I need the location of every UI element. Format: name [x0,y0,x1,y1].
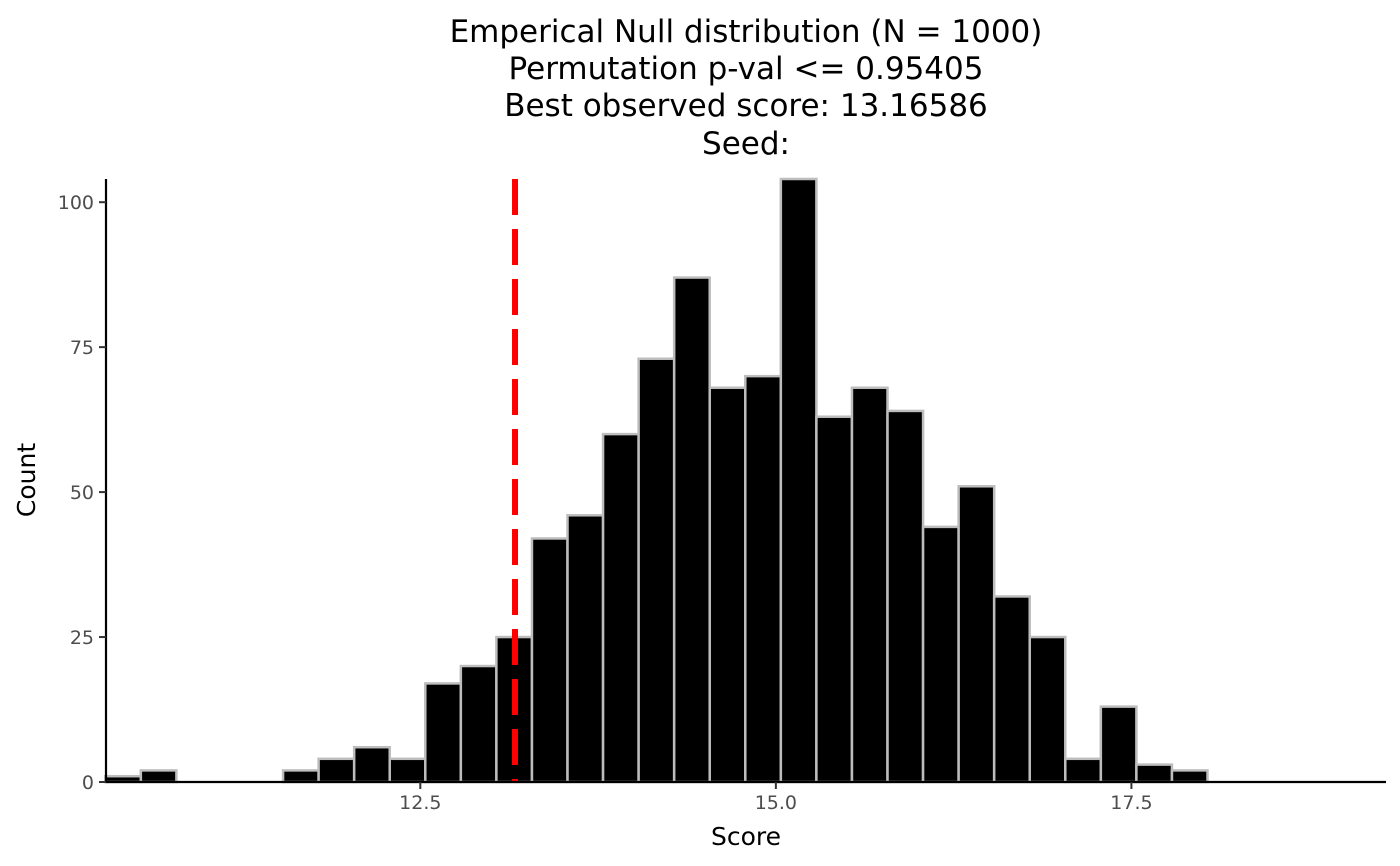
histogram-bar [1099,705,1138,784]
title-line-3: Best observed score: 13.16586 [504,88,988,124]
histogram-bar [992,595,1031,784]
histogram-bar [459,664,498,784]
x-tick-label: 17.5 [1110,792,1152,814]
histogram-bar [815,415,854,784]
histogram-bar [921,525,960,784]
y-axis-title: Count [12,443,41,517]
x-tick-label: 15.0 [755,792,797,814]
tick-labels: 12.5 15.0 17.5 0 25 50 75 100 [58,192,1153,814]
x-axis-title: Score [711,822,781,851]
histogram-bar [281,769,320,784]
histogram-bar [850,386,889,784]
x-tick-label: 12.5 [399,792,441,814]
histogram-bar [530,537,569,784]
y-tick-label: 50 [70,482,94,504]
title-line-4: Seed: [702,126,790,162]
histogram-bar [352,745,391,784]
histogram-bar [708,386,747,784]
histogram-bar [744,374,783,784]
histogram-bar [1135,763,1174,784]
y-tick-label: 75 [70,337,94,359]
histogram-bar [637,357,676,784]
title-line-1: Emperical Null distribution (N = 1000) [450,14,1043,50]
histogram-bar [566,514,605,784]
y-tick-label: 0 [82,772,94,794]
histogram-bar [1064,757,1103,784]
chart-title: Emperical Null distribution (N = 1000) P… [450,14,1043,162]
y-tick-label: 25 [70,627,94,649]
histogram-bar [601,432,640,784]
title-line-2: Permutation p-val <= 0.95405 [509,51,984,87]
histogram-bar [1028,635,1067,784]
histogram-bar [957,485,996,784]
histogram-bar [139,769,178,784]
y-tick-label: 100 [58,192,94,214]
histogram-bar [672,276,711,784]
histogram-bar [317,757,356,784]
axes [99,179,1386,789]
histogram-bars [104,177,1209,784]
histogram-bar [1170,769,1209,784]
histogram-bar [424,682,463,784]
histogram-bar [779,177,818,784]
histogram-bar [886,409,925,784]
histogram-bar [388,757,427,784]
